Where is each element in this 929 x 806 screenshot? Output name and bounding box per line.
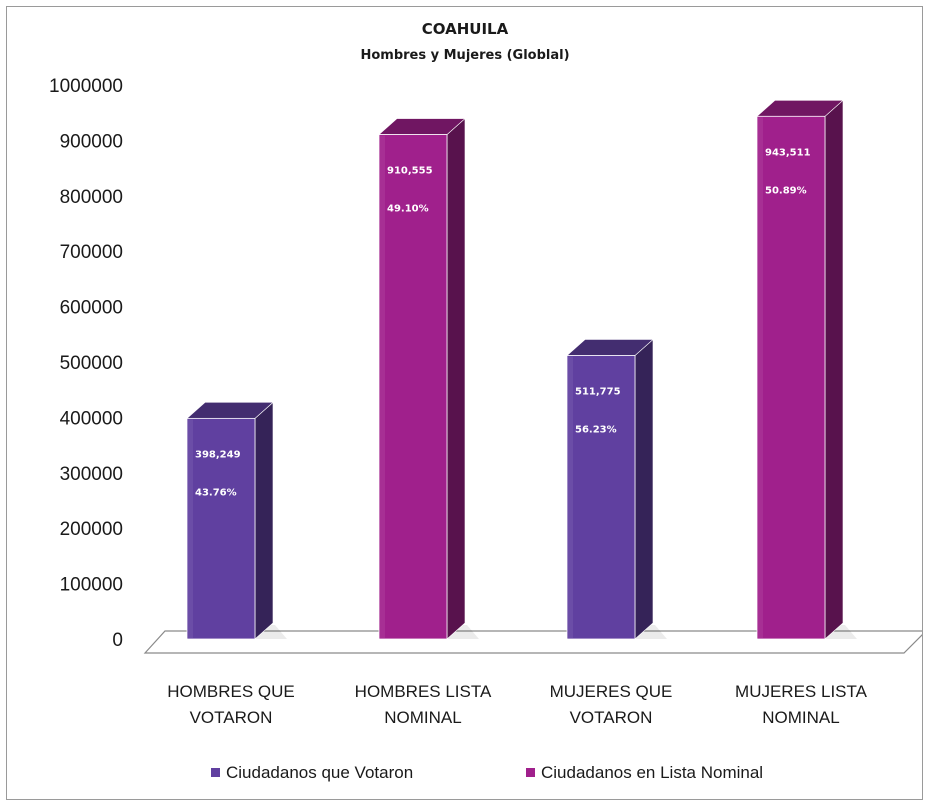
- y-tick-label: 600000: [60, 298, 123, 319]
- bar-value-label: 910,555: [387, 166, 433, 177]
- x-category-label: MUJERES LISTA: [735, 682, 868, 701]
- bar-highlight: [188, 419, 193, 638]
- y-tick-label: 900000: [60, 131, 123, 152]
- legend-item: Ciudadanos en Lista Nominal: [526, 763, 763, 782]
- bar-value-label: 511,775: [575, 386, 621, 397]
- y-tick-label: 300000: [60, 464, 123, 485]
- x-category-label: VOTARON: [570, 708, 653, 727]
- bar: 943,511 50.89%: [756, 99, 857, 640]
- bar-highlight: [380, 135, 385, 638]
- x-category-label: NOMINAL: [384, 708, 461, 727]
- bar-front: [186, 417, 256, 640]
- bar: 511,775 56.23%: [566, 338, 667, 640]
- chart-title: COAHUILA: [422, 20, 509, 38]
- chart-frame: COAHUILA Hombres y Mujeres (Globlal) 0 10…: [6, 6, 923, 800]
- x-category-label: HOMBRES QUE: [167, 682, 295, 701]
- y-tick-label: 500000: [60, 353, 123, 374]
- bar-side: [254, 401, 274, 640]
- y-tick-label: 700000: [60, 242, 123, 263]
- bar-side: [446, 117, 466, 640]
- legend-item: Ciudadanos que Votaron: [211, 763, 413, 782]
- bar-highlight: [568, 356, 573, 638]
- legend-swatch: [526, 768, 535, 777]
- bar: 910,555 49.10%: [378, 117, 479, 640]
- bar-front: [378, 134, 448, 640]
- legend-swatch: [211, 768, 220, 777]
- x-category-label: HOMBRES LISTA: [355, 682, 492, 701]
- bar-side: [634, 338, 654, 640]
- chart-subtitle: Hombres y Mujeres (Globlal): [360, 48, 569, 63]
- x-category-label: VOTARON: [190, 708, 273, 727]
- chart-floor: [143, 630, 922, 654]
- y-tick-label: 400000: [60, 408, 123, 429]
- y-tick-label: 800000: [60, 187, 123, 208]
- y-tick-label: 100000: [60, 575, 123, 596]
- bar-front: [566, 355, 636, 640]
- bar-side: [824, 99, 844, 640]
- legend-label: Ciudadanos en Lista Nominal: [541, 763, 763, 782]
- bar-value-label: 943,511: [765, 147, 811, 158]
- bar-percent-label: 49.10%: [387, 204, 429, 215]
- bar-percent-label: 56.23%: [575, 424, 617, 435]
- bar-percent-label: 50.89%: [765, 185, 807, 196]
- bar-front: [756, 115, 826, 640]
- bar-chart: COAHUILA Hombres y Mujeres (Globlal) 0 10…: [49, 20, 922, 782]
- x-category-label: NOMINAL: [762, 708, 839, 727]
- legend-label: Ciudadanos que Votaron: [226, 763, 413, 782]
- bar-percent-label: 43.76%: [195, 487, 237, 498]
- y-tick-label: 1000000: [49, 76, 123, 97]
- y-tick-label: 0: [112, 630, 123, 651]
- bar-value-label: 398,249: [195, 449, 241, 460]
- bar: 398,249 43.76%: [186, 401, 287, 640]
- bar-highlight: [758, 117, 763, 638]
- x-category-label: MUJERES QUE: [550, 682, 673, 701]
- y-tick-label: 200000: [60, 519, 123, 540]
